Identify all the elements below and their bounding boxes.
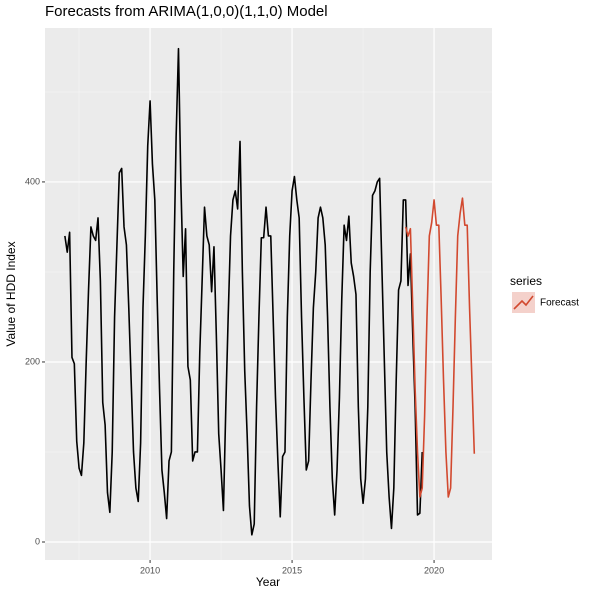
y-axis-label: Value of HDD Index [4,241,18,346]
y-tick-label: 0 [35,536,40,546]
chart-title: Forecasts from ARIMA(1,0,0)(1,1,0) Model [45,3,328,20]
legend-swatch [513,295,534,310]
x-tick-label: 2010 [140,565,160,575]
panel [45,28,492,560]
y-tick-label: 400 [25,176,40,186]
x-axis-label: Year [256,575,280,589]
x-tick-label: 2015 [282,565,302,575]
legend-label: Forecast [540,298,579,309]
line [404,197,476,498]
y-tick-label: 200 [25,356,40,366]
marks [64,47,476,536]
legend-title: series [510,274,542,288]
line [64,47,424,536]
legend: Forecast [512,292,579,313]
x-tick-label: 2020 [424,565,444,575]
